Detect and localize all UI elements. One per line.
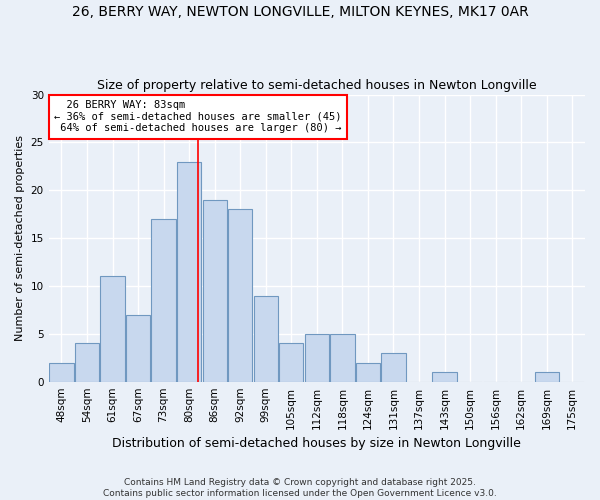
Bar bbox=[126, 314, 150, 382]
Text: 26 BERRY WAY: 83sqm
← 36% of semi-detached houses are smaller (45)
 64% of semi-: 26 BERRY WAY: 83sqm ← 36% of semi-detach… bbox=[54, 100, 341, 134]
Bar bbox=[433, 372, 457, 382]
Bar bbox=[177, 162, 201, 382]
Y-axis label: Number of semi-detached properties: Number of semi-detached properties bbox=[15, 135, 25, 341]
Bar bbox=[279, 344, 304, 382]
Bar bbox=[100, 276, 125, 382]
Bar bbox=[228, 210, 253, 382]
Bar bbox=[151, 219, 176, 382]
X-axis label: Distribution of semi-detached houses by size in Newton Longville: Distribution of semi-detached houses by … bbox=[112, 437, 521, 450]
Bar bbox=[75, 344, 99, 382]
Bar bbox=[203, 200, 227, 382]
Bar bbox=[356, 362, 380, 382]
Title: Size of property relative to semi-detached houses in Newton Longville: Size of property relative to semi-detach… bbox=[97, 79, 536, 92]
Bar bbox=[382, 353, 406, 382]
Text: Contains HM Land Registry data © Crown copyright and database right 2025.
Contai: Contains HM Land Registry data © Crown c… bbox=[103, 478, 497, 498]
Bar bbox=[305, 334, 329, 382]
Bar bbox=[254, 296, 278, 382]
Bar bbox=[49, 362, 74, 382]
Text: 26, BERRY WAY, NEWTON LONGVILLE, MILTON KEYNES, MK17 0AR: 26, BERRY WAY, NEWTON LONGVILLE, MILTON … bbox=[71, 5, 529, 19]
Bar bbox=[330, 334, 355, 382]
Bar bbox=[535, 372, 559, 382]
